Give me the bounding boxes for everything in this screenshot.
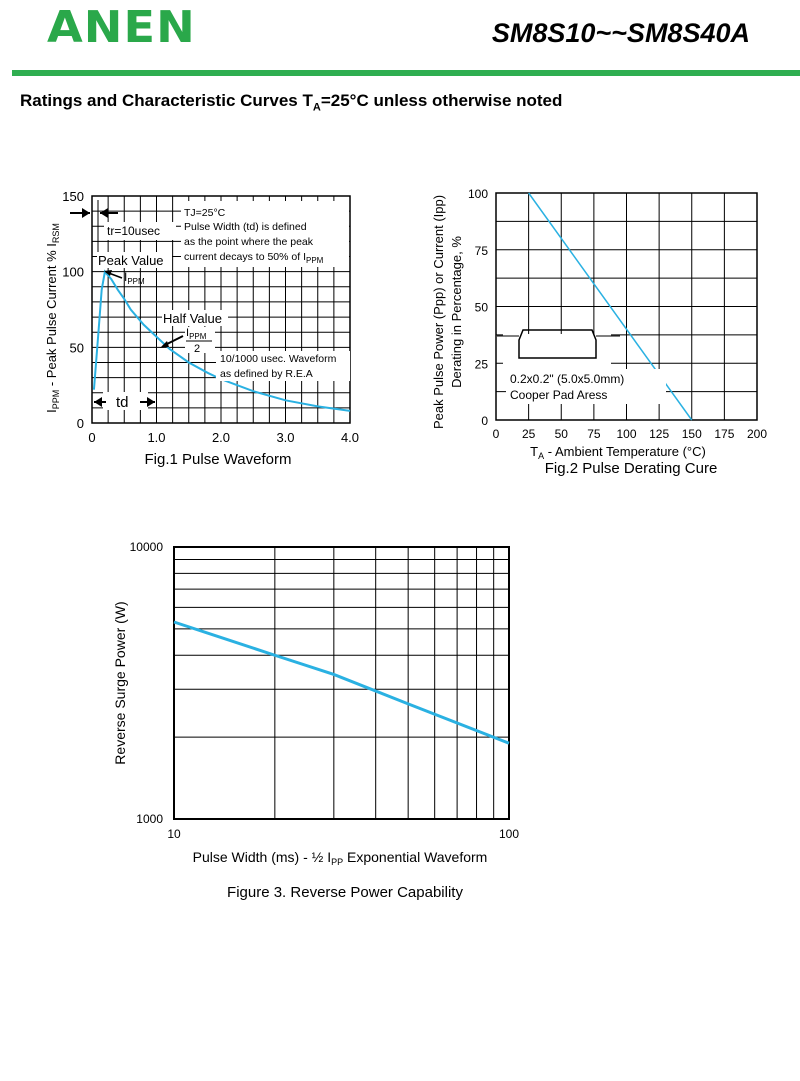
half-label-bg xyxy=(162,310,228,326)
pad-icon-bg xyxy=(503,334,611,374)
pad-note-bg xyxy=(506,369,666,404)
part-number: SM8S10~~SM8S40A xyxy=(491,18,750,48)
peak-label-bg xyxy=(97,252,172,268)
half-label: Half Value xyxy=(163,311,222,326)
half-denominator: 2 xyxy=(194,343,200,355)
fig3-title: Figure 3. Reverse Power Capability xyxy=(227,884,463,901)
fig2-x-tick-label: 125 xyxy=(649,427,669,441)
fig1-x-tick-label: 3.0 xyxy=(276,430,294,445)
pw-note-1: Pulse Width (td) is defined xyxy=(184,221,307,233)
fig1-series-line xyxy=(92,269,351,412)
pad-icon xyxy=(497,329,620,359)
td-label: td xyxy=(116,394,129,411)
fig3-y-tick-label: 1000 xyxy=(136,812,163,826)
fig2-title: Fig.2 Pulse Derating Cure xyxy=(545,460,718,477)
fig2-x-axis-label: TA - Ambient Temperature (°C) xyxy=(530,444,706,461)
half-fraction-bg xyxy=(185,327,215,353)
std-note-bg xyxy=(216,351,350,381)
fig2-x-tick-label: 200 xyxy=(747,427,767,441)
fig1-y-tick-label: 0 xyxy=(77,416,84,431)
fig2-y-axis-label-1: Peak Pulse Power (Ppp) or Current (Ipp) xyxy=(431,195,446,429)
fig1-x-tick-label: 0 xyxy=(88,430,95,445)
fig2-y-tick-label: 0 xyxy=(481,414,488,428)
half-symbol: IPPM xyxy=(186,327,207,341)
fig2-x-tick-label: 50 xyxy=(555,427,569,441)
fig2-plot-frame xyxy=(495,192,758,421)
peak-label: Peak Value xyxy=(98,253,164,268)
peak-arrowhead xyxy=(104,270,112,276)
fig2-pulse-derating: 0 25 50 75 100 125 150 175 200 0 25 50 75 100 0.2x0.… xyxy=(431,187,767,477)
tr-label: tr=10usec xyxy=(107,224,160,238)
fig1-y-axis-label: IPPM - Peak Pulse Current % IRSM xyxy=(44,223,61,413)
td-label-bg xyxy=(103,392,148,410)
anen-logo: ANEN xyxy=(47,2,196,53)
fig1-y-tick-label: 150 xyxy=(62,189,84,204)
fig1-title: Fig.1 Pulse Waveform xyxy=(145,451,292,468)
fig2-y-tick-label: 50 xyxy=(475,301,489,315)
fig1-note-bg xyxy=(181,201,349,267)
fig3-series-line xyxy=(173,620,510,745)
fig2-x-tick-label: 150 xyxy=(682,427,702,441)
fig3-x-axis-label: Pulse Width (ms) - ½ IPP Exponential Wav… xyxy=(193,849,488,867)
std-note-1: 10/1000 usec. Waveform xyxy=(220,353,337,365)
tr-label-bg xyxy=(104,222,176,240)
fig3-x-tick-label: 100 xyxy=(499,827,519,841)
fig2-x-tick-label: 75 xyxy=(587,427,601,441)
fig2-y-tick-label: 75 xyxy=(475,244,489,258)
fig1-pulse-waveform: 0 1.0 2.0 3.0 4.0 0 50 100 150 tr=10usec TJ=25°… xyxy=(44,189,359,468)
fig2-y-axis-label-2: Derating in Percentage, % xyxy=(449,236,464,388)
tr-marker xyxy=(70,200,118,252)
fig1-y-tick-label: 50 xyxy=(70,340,84,355)
fig1-y-tick-label: 100 xyxy=(62,265,84,280)
pad-note-2: Cooper Pad Aress xyxy=(510,388,607,402)
pw-note-2: as the point where the peak xyxy=(184,236,314,248)
section-heading: Ratings and Characteristic Curves TA=25°… xyxy=(20,91,563,114)
fig1-plot-frame xyxy=(91,195,351,424)
pad-note-1: 0.2x0.2" (5.0x5.0mm) xyxy=(510,372,624,386)
half-arrowhead xyxy=(160,341,169,348)
fig2-y-tick-label: 100 xyxy=(468,187,488,201)
fig2-x-tick-label: 25 xyxy=(522,427,536,441)
fig1-x-tick-label: 4.0 xyxy=(341,430,359,445)
td-marker xyxy=(94,397,155,407)
fig2-x-tick-label: 100 xyxy=(616,427,636,441)
tj-note: TJ=25°C xyxy=(184,207,226,219)
fig3-x-tick-label: 10 xyxy=(167,827,181,841)
std-note-2: as defined by R.E.A xyxy=(220,368,313,380)
header-rule xyxy=(12,70,800,76)
fig3-plot-frame xyxy=(173,546,510,820)
peak-symbol: IPPM xyxy=(124,270,145,286)
fig2-x-tick-label: 175 xyxy=(714,427,734,441)
pw-note-3: current decays to 50% of IPPM xyxy=(184,251,324,265)
fig1-x-tick-label: 2.0 xyxy=(212,430,230,445)
fig1-x-tick-label: 1.0 xyxy=(147,430,165,445)
fig3-y-axis-label: Reverse Surge Power (W) xyxy=(112,601,128,764)
fig2-x-tick-label: 0 xyxy=(493,427,500,441)
fig2-y-tick-label: 25 xyxy=(475,357,489,371)
fig3-y-tick-label: 10000 xyxy=(130,540,164,554)
